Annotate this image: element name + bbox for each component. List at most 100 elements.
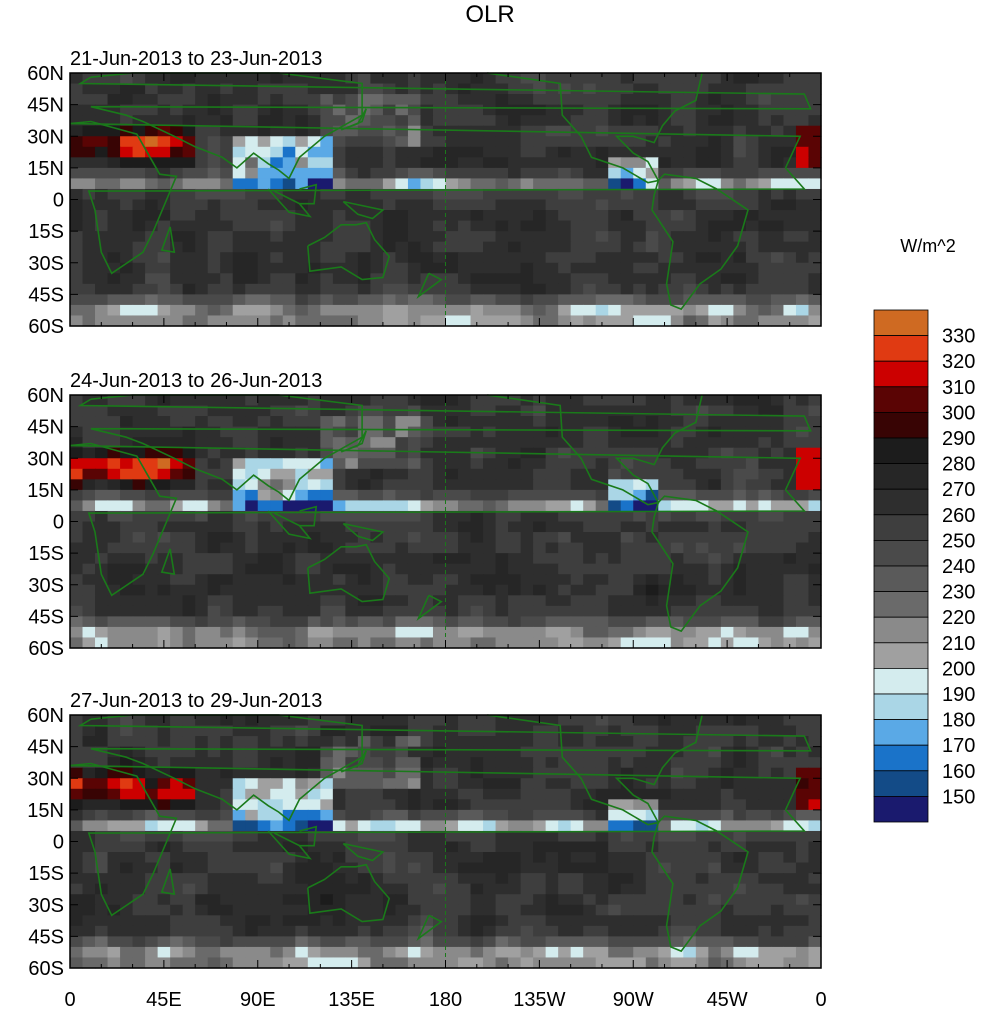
- olr-cell: [182, 83, 196, 95]
- olr-cell: [120, 925, 134, 937]
- olr-cell: [645, 395, 659, 407]
- olr-cell: [157, 157, 171, 169]
- olr-cell: [508, 167, 522, 180]
- olr-cell: [420, 447, 434, 459]
- olr-cell: [357, 925, 371, 937]
- olr-cell: [345, 736, 359, 748]
- olr-cell: [745, 778, 760, 790]
- olr-cell: [620, 447, 634, 459]
- olr-cell: [357, 447, 371, 459]
- olr-cell: [658, 946, 672, 959]
- olr-cell: [733, 294, 747, 306]
- olr-cell: [758, 799, 772, 811]
- olr-cell: [370, 188, 384, 201]
- olr-cell: [107, 757, 121, 769]
- olr-cell: [795, 231, 810, 243]
- olr-cell: [195, 725, 209, 737]
- coastline: [299, 505, 318, 527]
- olr-cell: [733, 500, 747, 512]
- olr-cell: [107, 83, 121, 95]
- olr-cell: [558, 757, 572, 769]
- olr-cell: [483, 830, 497, 843]
- olr-cell: [220, 563, 234, 575]
- olr-cell: [120, 873, 134, 885]
- olr-cell: [520, 542, 534, 554]
- olr-cell: [107, 104, 121, 116]
- olr-cell: [633, 231, 647, 243]
- olr-cell: [645, 210, 659, 222]
- olr-cell: [445, 746, 459, 758]
- olr-cell: [120, 210, 134, 222]
- olr-cell: [70, 820, 84, 832]
- olr-cell: [558, 136, 572, 148]
- olr-cell: [357, 315, 371, 327]
- olr-cell: [470, 146, 484, 158]
- olr-cell: [720, 767, 734, 779]
- olr-cell: [345, 500, 359, 512]
- olr-cell: [182, 468, 196, 480]
- olr-cell: [107, 294, 121, 306]
- olr-cell: [170, 405, 184, 417]
- olr-cell: [282, 210, 296, 222]
- olr-cell: [370, 479, 384, 491]
- olr-cell: [120, 458, 134, 470]
- olr-cell: [332, 725, 346, 737]
- olr-cell: [282, 294, 296, 306]
- olr-cell: [395, 841, 409, 853]
- olr-cell: [483, 563, 497, 575]
- olr-cell: [708, 767, 722, 779]
- olr-cell: [745, 220, 760, 232]
- olr-cell: [120, 315, 134, 327]
- olr-cell: [795, 595, 810, 607]
- olr-cell: [558, 146, 572, 158]
- olr-cell: [683, 115, 697, 127]
- olr-cell: [733, 220, 747, 232]
- olr-cell: [783, 715, 797, 727]
- olr-cell: [70, 167, 84, 180]
- olr-cell: [220, 304, 234, 317]
- olr-cell: [207, 799, 221, 811]
- olr-cell: [670, 553, 684, 565]
- olr-cell: [645, 500, 659, 512]
- olr-cell: [382, 489, 397, 502]
- olr-cell: [245, 542, 259, 554]
- olr-cell: [445, 595, 459, 607]
- olr-cell: [545, 946, 559, 959]
- olr-cell: [608, 757, 622, 769]
- olr-cell: [770, 925, 785, 937]
- olr-cell: [257, 315, 271, 327]
- olr-cell: [370, 199, 384, 211]
- olr-cell: [157, 458, 171, 470]
- olr-cell: [620, 252, 634, 264]
- olr-cell: [95, 883, 109, 895]
- olr-cell: [533, 616, 547, 628]
- olr-cell: [420, 146, 434, 158]
- olr-cell: [107, 626, 121, 639]
- olr-cell: [107, 595, 121, 607]
- coastline: [342, 842, 385, 862]
- olr-cell: [733, 405, 747, 417]
- olr-cell: [683, 315, 697, 327]
- olr-cell: [445, 104, 459, 116]
- colorbar-label: 330: [942, 326, 975, 348]
- olr-cell: [295, 725, 309, 737]
- olr-cell: [745, 595, 760, 607]
- olr-cell: [783, 532, 797, 544]
- olr-cell: [670, 883, 684, 895]
- olr-cell: [670, 767, 684, 779]
- olr-cell: [608, 595, 622, 607]
- olr-cell: [758, 416, 772, 428]
- olr-cell: [132, 500, 146, 512]
- olr-cell: [770, 510, 785, 523]
- olr-cell: [633, 553, 647, 565]
- olr-cell: [608, 715, 622, 727]
- olr-cell: [70, 157, 84, 169]
- olr-cell: [733, 637, 747, 649]
- olr-cell: [382, 157, 397, 169]
- olr-cell: [345, 104, 359, 116]
- olr-cell: [145, 637, 159, 649]
- olr-cell: [533, 500, 547, 512]
- olr-cell: [107, 862, 121, 874]
- olr-cell: [270, 315, 284, 327]
- olr-cell: [570, 553, 584, 565]
